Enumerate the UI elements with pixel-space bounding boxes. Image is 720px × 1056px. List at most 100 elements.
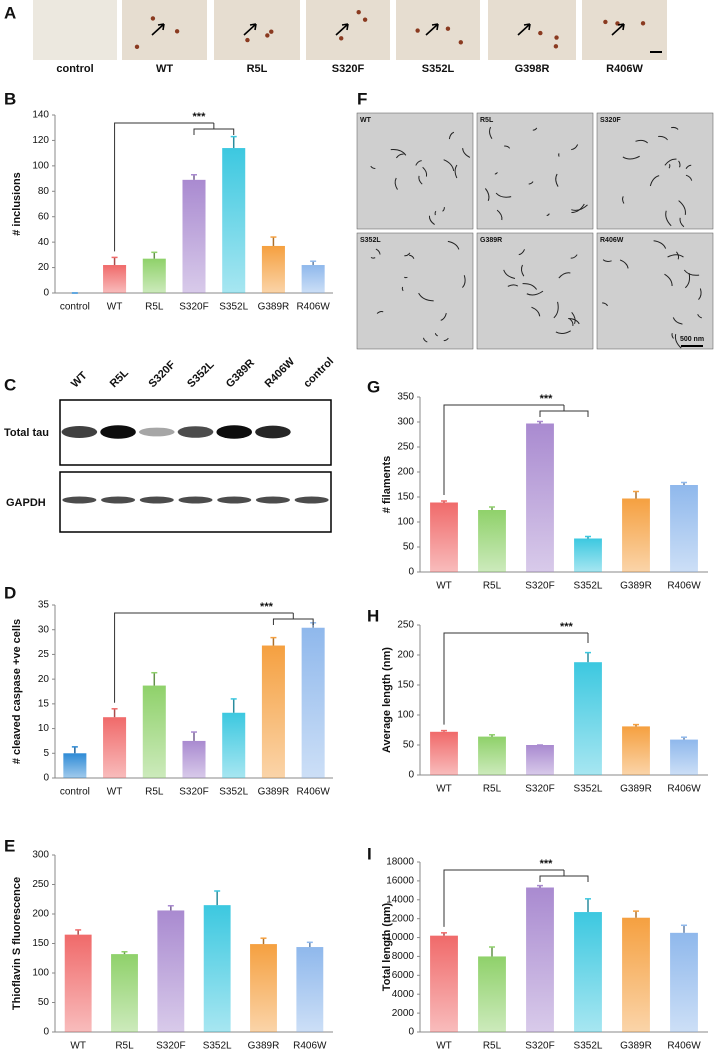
filament: [518, 249, 525, 256]
y-axis-label: # filaments: [381, 456, 393, 513]
filament: [697, 314, 702, 319]
filament: [553, 301, 559, 319]
bar: [296, 947, 324, 1032]
filament: [443, 159, 455, 172]
filament: [507, 284, 519, 287]
x-tick-label: S352L: [219, 302, 248, 313]
significance-bracket: [443, 404, 564, 495]
significance-bracket: [539, 405, 589, 417]
blot-row-label: GAPDH: [6, 497, 46, 509]
y-tick-label: 12000: [386, 913, 414, 924]
x-tick-label: G389R: [620, 784, 652, 795]
filament: [522, 283, 538, 290]
x-tick-label: R5L: [115, 1041, 134, 1052]
bar: [222, 148, 246, 293]
x-tick-label: S320F: [179, 787, 208, 798]
filament: [462, 148, 471, 158]
y-tick-label: 100: [32, 160, 49, 171]
inclusion-dot: [538, 30, 543, 36]
bar: [103, 265, 127, 293]
bar: [261, 645, 285, 778]
filament: [434, 333, 438, 337]
y-tick-label: 150: [397, 492, 414, 503]
filament: [684, 273, 691, 289]
em-image: [596, 232, 714, 350]
y-tick-label: 8000: [392, 951, 415, 962]
filament: [503, 269, 516, 279]
filament: [665, 210, 672, 227]
image-label: S320F: [600, 117, 621, 124]
filament: [520, 264, 525, 277]
filament: [415, 160, 422, 166]
bar: [142, 685, 166, 778]
bar: [430, 502, 458, 572]
filament: [667, 254, 684, 258]
y-tick-label: 25: [38, 649, 50, 660]
y-tick-label: 10: [38, 723, 50, 734]
y-tick-label: 200: [397, 467, 414, 478]
y-tick-label: 200: [397, 650, 414, 661]
arrow: [151, 23, 165, 36]
y-tick-label: 60: [38, 211, 50, 222]
inclusion-dot: [134, 44, 140, 50]
y-tick-label: 20: [38, 262, 50, 273]
blot-band: [138, 427, 175, 437]
x-tick-label: R406W: [293, 1041, 327, 1052]
x-tick-label: R406W: [667, 784, 701, 795]
filament: [571, 311, 576, 324]
bar: [574, 662, 602, 775]
bar: [182, 179, 206, 293]
filament: [569, 318, 574, 327]
x-tick-label: S352L: [203, 1041, 232, 1052]
micrograph: [582, 0, 667, 60]
significance-bracket: [539, 870, 589, 882]
filament: [443, 337, 449, 342]
arrow: [517, 23, 531, 36]
y-tick-label: 14000: [386, 894, 414, 905]
filament: [571, 144, 579, 151]
filament: [668, 164, 671, 169]
y-tick-label: 0: [408, 1027, 414, 1038]
y-tick-label: 100: [32, 968, 49, 979]
image-label: R5L: [480, 117, 494, 124]
filament: [622, 155, 640, 160]
filament: [555, 173, 559, 187]
x-tick-label: G389R: [258, 787, 290, 798]
x-tick-label: G389R: [248, 1041, 280, 1052]
image-label: S352L: [422, 63, 455, 75]
x-tick-label: control: [60, 302, 90, 313]
significance-bracket: [114, 122, 214, 252]
x-tick-label: WT: [70, 1041, 86, 1052]
lane-label: R406W: [263, 355, 298, 390]
bar: [157, 910, 185, 1032]
filament: [418, 175, 423, 185]
filament: [531, 306, 541, 317]
y-tick-label: 300: [32, 850, 49, 861]
y-tick-label: 300: [397, 417, 414, 428]
significance-label: ***: [560, 621, 574, 633]
micrograph: [33, 0, 117, 60]
filament: [571, 204, 588, 211]
significance-bracket: [443, 632, 588, 725]
filament: [447, 240, 460, 250]
filament: [546, 213, 550, 217]
y-tick-label: 18000: [386, 857, 414, 868]
y-tick-label: 250: [397, 442, 414, 453]
x-tick-label: S352L: [574, 1041, 603, 1052]
bar: [526, 887, 554, 1032]
blot-band: [177, 426, 214, 438]
blot-band: [178, 496, 213, 504]
inclusion-dot: [339, 36, 344, 41]
y-tick-label: 250: [32, 879, 49, 890]
em-image: [356, 232, 474, 350]
filament: [664, 273, 673, 287]
x-tick-label: S320F: [525, 784, 554, 795]
y-tick-label: 100: [397, 517, 414, 528]
filament: [401, 286, 404, 292]
y-tick-label: 0: [408, 567, 414, 578]
significance-bracket: [193, 123, 235, 135]
y-tick-label: 40: [38, 237, 50, 248]
y-tick-label: 16000: [386, 876, 414, 887]
filament: [622, 196, 625, 204]
